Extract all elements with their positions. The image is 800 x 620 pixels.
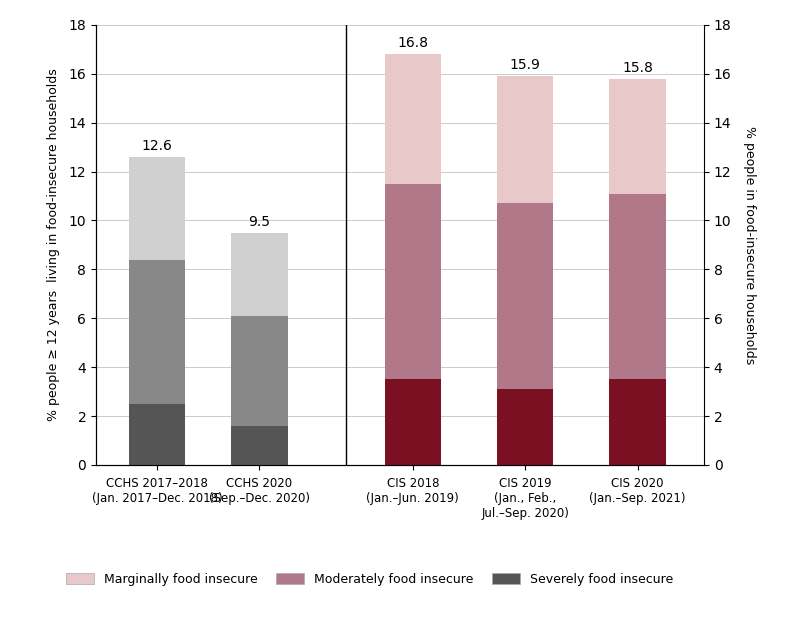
Text: 16.8: 16.8 (398, 37, 428, 50)
Bar (231, 426, 287, 465)
Text: 12.6: 12.6 (142, 140, 173, 153)
Bar (497, 389, 554, 465)
Legend: Marginally food insecure, Moderately food insecure, Severely food insecure: Marginally food insecure, Moderately foo… (62, 568, 678, 591)
Y-axis label: % people in food-insecure households: % people in food-insecure households (742, 126, 755, 364)
Y-axis label: % people ≥ 12 years  living in food-insecure households: % people ≥ 12 years living in food-insec… (47, 69, 60, 421)
Bar (130, 404, 186, 465)
Bar (610, 379, 666, 465)
Bar (610, 79, 666, 193)
Bar (385, 54, 441, 184)
Bar (130, 157, 186, 260)
Bar (231, 316, 287, 426)
Text: 9.5: 9.5 (249, 215, 270, 229)
Bar (497, 76, 554, 203)
Bar (231, 232, 287, 316)
Bar (610, 193, 666, 379)
Bar (497, 203, 554, 389)
Bar (385, 379, 441, 465)
Bar (130, 260, 186, 404)
Text: 15.9: 15.9 (510, 58, 541, 73)
Text: 15.8: 15.8 (622, 61, 653, 75)
Bar (385, 184, 441, 379)
